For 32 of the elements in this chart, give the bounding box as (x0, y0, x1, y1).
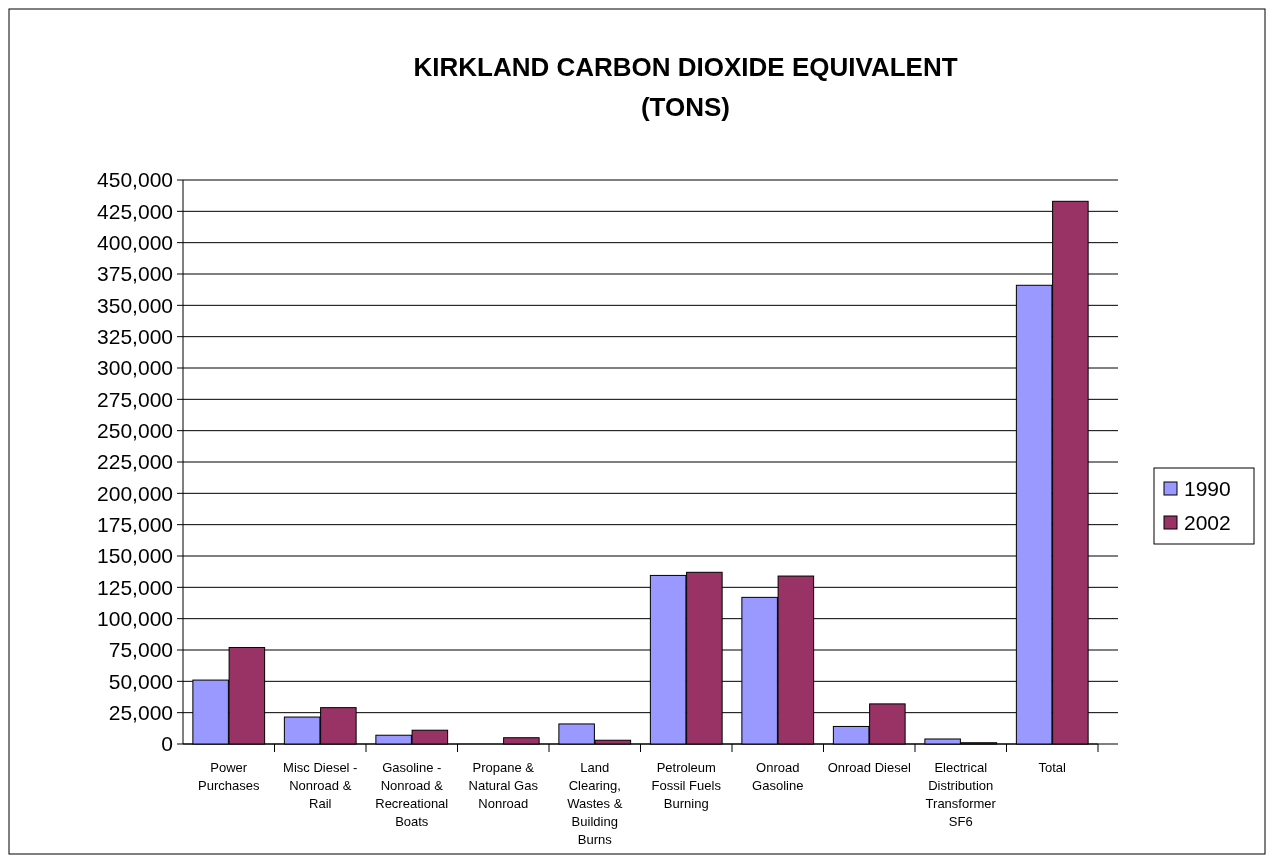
y-tick-label: 300,000 (97, 356, 173, 380)
y-tick-label: 350,000 (97, 293, 173, 317)
x-tick-label: Petroleum Fossil Fuels Burning (651, 760, 722, 811)
y-tick-label: 100,000 (97, 607, 173, 631)
y-tick-label: 150,000 (97, 544, 173, 568)
legend-label: 2002 (1184, 511, 1231, 535)
y-tick-label: 325,000 (97, 325, 173, 349)
x-tick-label: Onroad Gasoline (752, 760, 804, 793)
y-tick-label: 175,000 (97, 513, 173, 537)
x-tick-label: Propane & Natural Gas Nonroad (468, 760, 539, 811)
y-tick-label: 375,000 (97, 262, 173, 286)
y-tick-label: 225,000 (97, 450, 173, 474)
y-tick-label: 200,000 (97, 481, 173, 505)
y-tick-label: 275,000 (97, 387, 173, 411)
chart-title: KIRKLAND CARBON DIOXIDE EQUIVALENT (TONS) (413, 52, 958, 122)
x-tick-label: Onroad Diesel (827, 760, 911, 775)
y-tick-label: 125,000 (97, 575, 173, 599)
x-tick-label: Gasoline - Nonroad & Recreational Boats (375, 760, 449, 829)
y-tick-label: 0 (161, 732, 173, 756)
x-tick-label: Total (1038, 760, 1067, 775)
x-tick-label: Electrical Distribution Transformer SF6 (925, 760, 997, 829)
x-tick-label: Land Clearing, Wastes & Building Burns (567, 760, 623, 847)
x-tick-label: Misc Diesel - Nonroad & Rail (283, 760, 358, 811)
y-tick-label: 450,000 (97, 168, 173, 192)
y-tick-label: 250,000 (97, 419, 173, 443)
y-tick-label: 25,000 (108, 701, 173, 725)
legend-label: 1990 (1184, 477, 1231, 501)
y-tick-label: 50,000 (108, 669, 173, 693)
x-tick-label: Power Purchases (198, 760, 260, 793)
y-tick-label: 400,000 (97, 231, 173, 255)
y-tick-label: 75,000 (108, 638, 173, 662)
y-tick-label: 425,000 (97, 199, 173, 223)
